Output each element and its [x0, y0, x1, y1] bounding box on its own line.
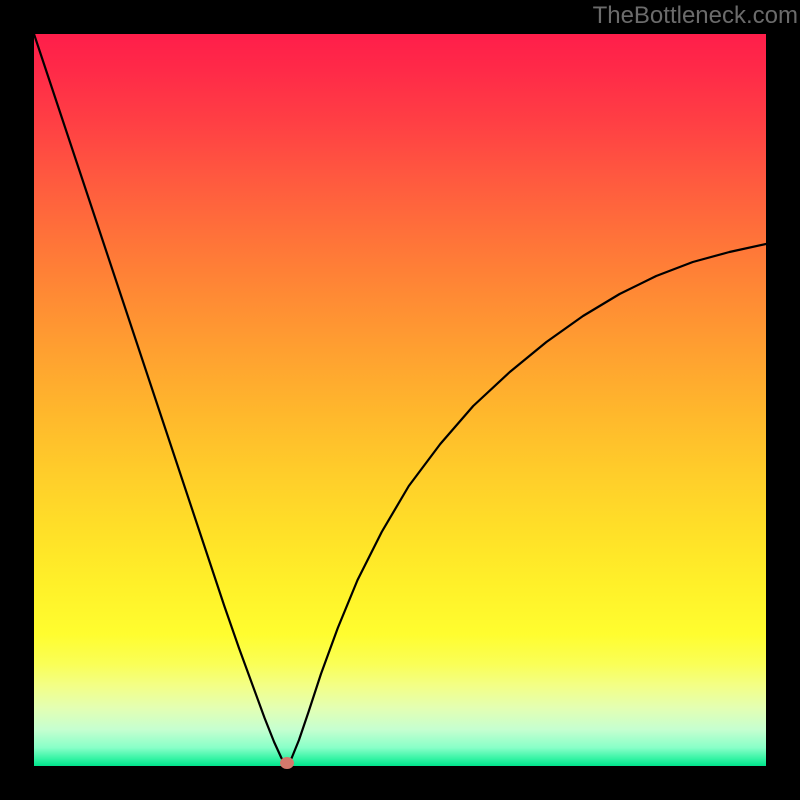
watermark-text: TheBottleneck.com: [593, 2, 798, 30]
vertex-marker: [280, 757, 294, 769]
chart-container: TheBottleneck.com: [0, 0, 800, 800]
plot-area: [34, 34, 766, 766]
gradient-background: [34, 34, 766, 766]
